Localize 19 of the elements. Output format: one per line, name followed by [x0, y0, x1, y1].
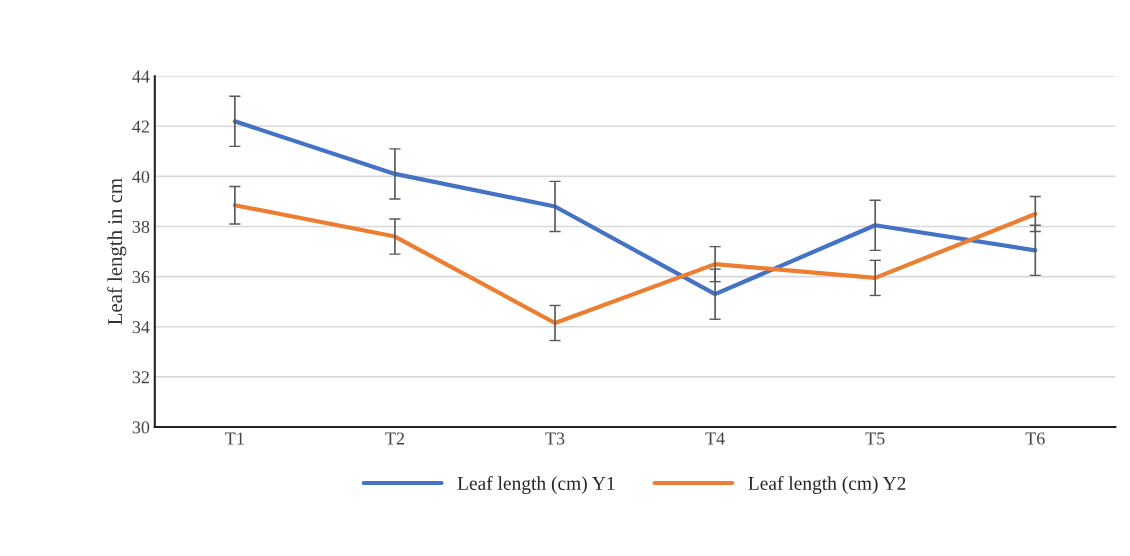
y-tick-label: 40 — [132, 170, 150, 183]
y-tick-label: 34 — [132, 321, 150, 334]
y-tick-label: 44 — [132, 70, 150, 83]
legend-label: Leaf length (cm) Y1 — [457, 476, 615, 494]
legend-label: Leaf length (cm) Y2 — [748, 476, 906, 494]
x-tick-label: T6 — [1025, 432, 1045, 445]
x-tick-label: T4 — [705, 432, 725, 445]
line-series — [232, 203, 1038, 326]
x-tick-label: T5 — [865, 432, 885, 445]
x-tick-label: T1 — [225, 432, 244, 445]
y-tick-label: 42 — [132, 120, 149, 133]
y-tick-label: 38 — [132, 220, 150, 233]
y-tick-label: 32 — [132, 371, 149, 384]
y-tick-label: 36 — [132, 270, 150, 284]
x-tick-label: T2 — [385, 432, 404, 445]
line-series — [232, 119, 1038, 297]
x-tick-label: T3 — [545, 432, 565, 445]
y-tick-label: 30 — [132, 421, 150, 434]
y-axis-title: Leaf length in cm — [107, 178, 127, 325]
